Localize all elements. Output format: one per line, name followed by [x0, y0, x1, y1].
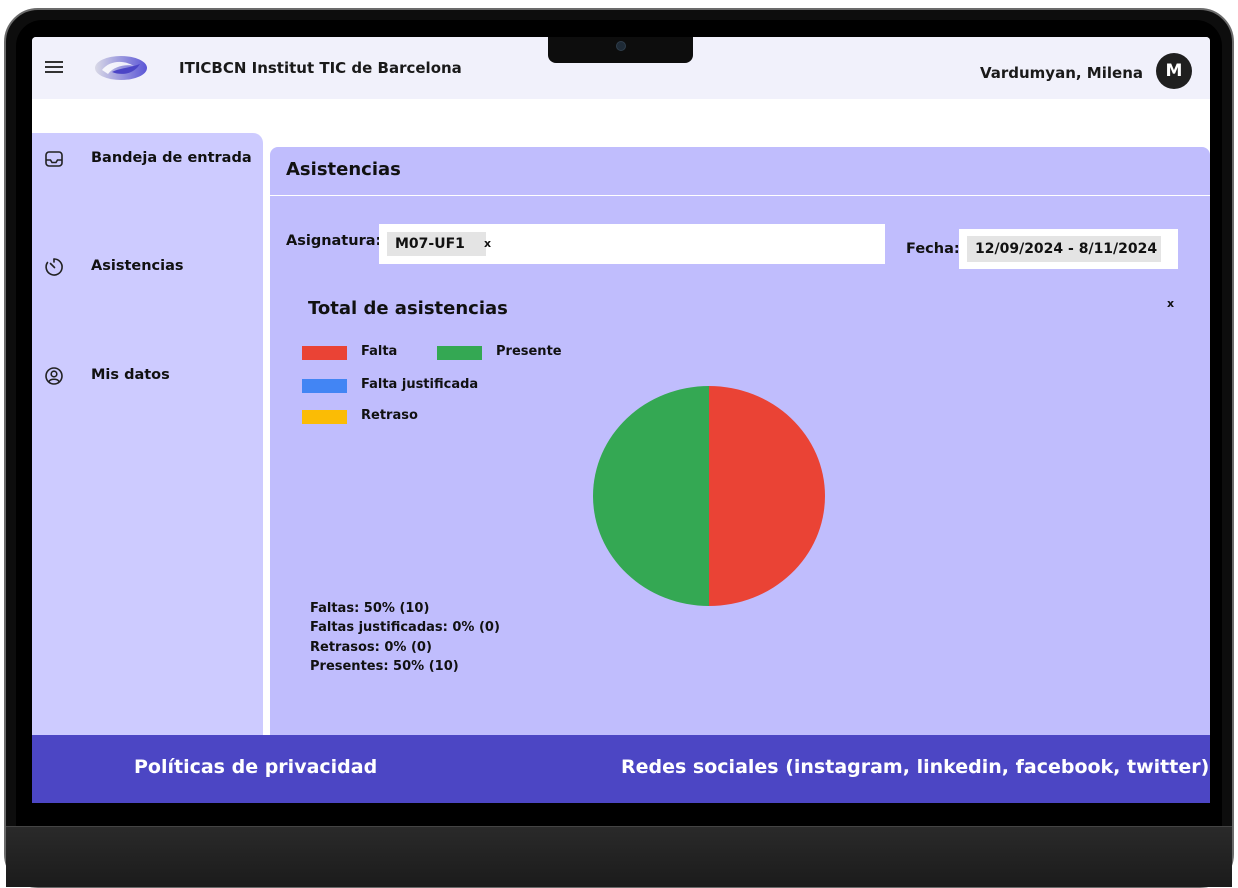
sidebar-item-label: Mis datos	[91, 367, 170, 383]
asignatura-label: Asignatura:	[286, 233, 382, 249]
page-title: Asistencias	[286, 159, 401, 180]
summary-line: Faltas: 50% (10)	[310, 601, 430, 616]
inbox-icon	[45, 151, 63, 167]
legend-swatch	[302, 410, 347, 424]
sidebar-item-asistencias[interactable]: Asistencias	[32, 247, 263, 287]
attendance-summary: Faltas: 50% (10) Faltas justificadas: 0%…	[310, 599, 500, 676]
social-media-link[interactable]: Redes sociales (instagram, linkedin, fac…	[621, 756, 1210, 778]
close-chart-button[interactable]: x	[1167, 297, 1175, 310]
laptop-base	[6, 826, 1232, 887]
divider	[270, 195, 1210, 196]
pie-slice-presente	[593, 386, 709, 606]
institution-name: ITICBCN Institut TIC de Barcelona	[179, 59, 462, 77]
summary-line: Presentes: 50% (10)	[310, 658, 459, 674]
summary-line: Retrasos: 0% (0)	[310, 639, 432, 655]
chip-remove-button[interactable]: x	[484, 237, 492, 250]
sidebar-item-mis-datos[interactable]: Mis datos	[32, 356, 263, 396]
legend-swatch	[302, 379, 347, 393]
attendance-panel: Asistencias Asignatura: M07-UF1 x Fecha:…	[270, 147, 1210, 747]
timer-icon	[45, 258, 63, 276]
legend-swatch	[437, 346, 482, 360]
camera-notch	[548, 37, 693, 63]
legend-label: Retraso	[361, 408, 418, 423]
summary-line: Faltas justificadas: 0% (0)	[310, 620, 500, 636]
footer: Políticas de privacidad Redes sociales (…	[32, 735, 1210, 803]
privacy-policy-link[interactable]: Políticas de privacidad	[134, 756, 378, 778]
brand-logo	[95, 56, 147, 80]
sidebar-item-inbox[interactable]: Bandeja de entrada	[32, 139, 263, 179]
user-circle-icon	[45, 367, 63, 385]
sidebar: Bandeja de entrada Asistencias Mis datos	[32, 133, 263, 743]
avatar[interactable]: M	[1156, 53, 1192, 89]
legend-label: Presente	[496, 344, 562, 359]
sidebar-item-label: Asistencias	[91, 258, 184, 274]
hamburger-menu-icon[interactable]	[45, 61, 63, 75]
subject-chip: M07-UF1 x	[387, 232, 491, 256]
legend-label: Falta justificada	[361, 377, 479, 392]
screen: ITICBCN Institut TIC de Barcelona Vardum…	[32, 37, 1210, 803]
fecha-label: Fecha:	[906, 241, 960, 257]
date-range-value: 12/09/2024 - 8/11/2024	[967, 236, 1161, 262]
legend-swatch	[302, 346, 347, 360]
attendance-pie-chart	[593, 386, 825, 606]
legend-label: Falta	[361, 344, 398, 359]
webcam-icon	[616, 41, 626, 51]
user-name: Vardumyan, Milena	[979, 64, 1143, 82]
subject-chip-label: M07-UF1	[395, 236, 465, 252]
pie-slice-falta	[709, 386, 825, 606]
asignatura-input[interactable]: M07-UF1 x	[379, 224, 885, 264]
date-range-picker[interactable]: 12/09/2024 - 8/11/2024	[959, 229, 1178, 269]
sidebar-item-label: Bandeja de entrada	[91, 150, 252, 166]
chart-title: Total de asistencias	[308, 298, 508, 319]
